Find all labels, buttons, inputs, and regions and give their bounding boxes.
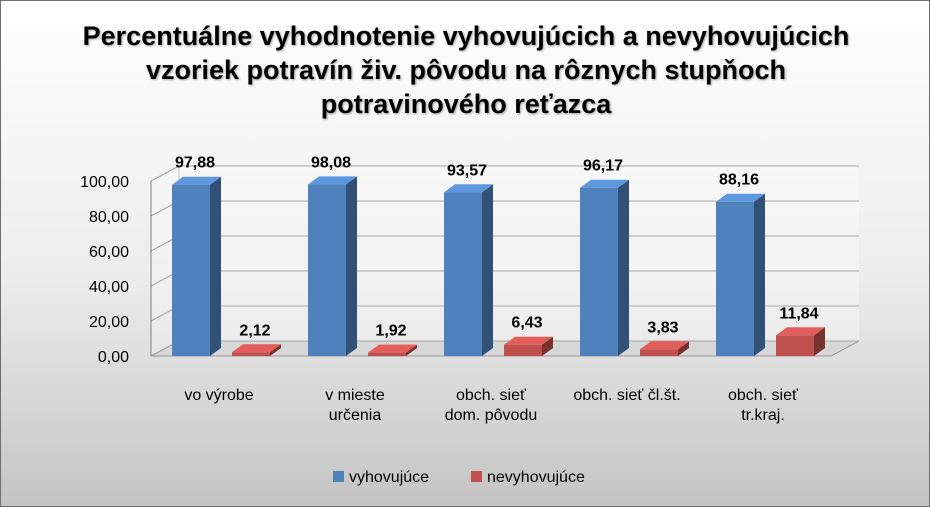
legend-label: vyhovujúce — [349, 469, 429, 486]
bar-side — [210, 176, 221, 356]
data-label: 88,16 — [719, 172, 759, 189]
y-tick-label: 100,00 — [80, 174, 129, 191]
bar-side — [406, 344, 417, 356]
y-tick-label: 60,00 — [89, 244, 129, 261]
bar-top — [444, 184, 493, 193]
bar-top — [504, 336, 553, 345]
gridline-side — [150, 165, 180, 182]
bar-side — [754, 193, 765, 356]
x-category-label-line: v mieste — [325, 387, 385, 404]
bar — [444, 192, 482, 356]
y-tick-label: 40,00 — [89, 279, 129, 296]
y-tick-label: 20,00 — [89, 314, 129, 331]
bar-top — [308, 176, 357, 185]
bar-top — [776, 327, 825, 336]
x-category-label-line: obch. sieť čl.št. — [573, 387, 680, 404]
x-category-label-line: vo výrobe — [184, 387, 253, 404]
bar-top — [368, 344, 417, 353]
bar-top — [232, 344, 281, 353]
data-label: 97,88 — [175, 155, 215, 172]
bar — [776, 335, 814, 356]
bar-side — [618, 179, 629, 356]
chart-title: Percentuálne vyhodnotenie vyhovujúcich a… — [82, 21, 850, 119]
x-category-label: obch. sieť tr.kraj. — [728, 387, 799, 424]
bar — [172, 184, 210, 356]
x-category-label: obch. sieť čl.št. — [573, 387, 680, 404]
bar-side — [482, 184, 493, 356]
legend-swatch — [333, 471, 344, 482]
bar-side — [678, 341, 689, 356]
x-category-label-line: obch. sieť — [728, 387, 799, 404]
x-category-label: obch. sieť dom. pôvodu — [445, 387, 538, 424]
x-category-label-line: dom. pôvodu — [445, 407, 538, 424]
bar-top — [716, 193, 765, 202]
x-category-label: v mieste určenia — [325, 387, 385, 424]
data-label: 93,57 — [447, 162, 487, 179]
data-label: 98,08 — [311, 154, 351, 171]
data-label: 6,43 — [511, 315, 542, 332]
x-category-label-line: určenia — [329, 407, 382, 424]
data-label: 11,84 — [779, 305, 818, 322]
x-category-label: vo výrobe — [184, 387, 253, 404]
bar-top — [640, 341, 689, 350]
bar — [232, 352, 270, 356]
bar-side — [814, 327, 825, 356]
data-label: 1,92 — [375, 323, 406, 340]
bar — [580, 187, 618, 356]
data-label: 96,17 — [583, 158, 623, 175]
bar — [716, 201, 754, 356]
legend-label: nevyhovujúce — [487, 469, 585, 486]
x-category-label-line: tr.kraj. — [741, 407, 785, 424]
legend-swatch — [471, 471, 482, 482]
bar — [368, 352, 406, 356]
data-label: 3,83 — [647, 319, 678, 336]
bar — [504, 344, 542, 356]
bar — [308, 184, 346, 356]
x-category-label-line: obch. sieť — [456, 387, 527, 404]
y-tick-label: 0,00 — [98, 349, 129, 366]
bar — [640, 349, 678, 356]
y-tick-label: 80,00 — [89, 209, 129, 226]
bar-top — [172, 176, 221, 185]
bar-side — [270, 344, 281, 356]
bar-side — [346, 176, 357, 356]
data-label: 2,12 — [239, 322, 270, 339]
bar-side — [542, 336, 553, 356]
bar-top — [580, 179, 629, 188]
